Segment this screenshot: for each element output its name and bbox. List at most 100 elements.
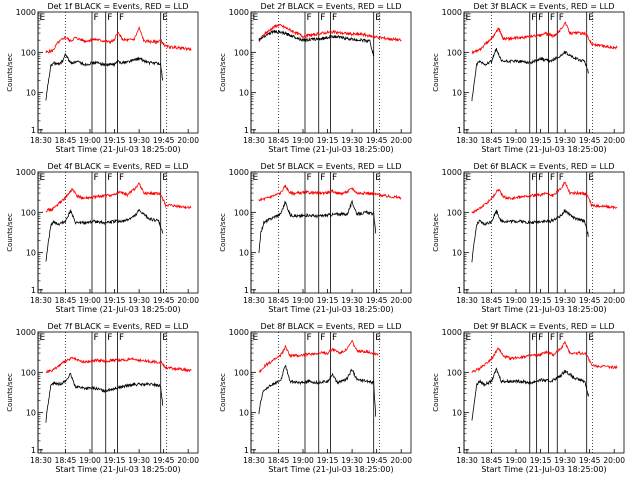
series-line-red	[45, 182, 192, 213]
y-axis-label: Counts/sec	[219, 373, 227, 412]
y-tick-label: 1000	[442, 168, 462, 177]
x-tick-label: 18:45	[268, 136, 290, 145]
x-tick-label: 20:00	[177, 456, 199, 465]
x-tick-label: 19:00	[79, 456, 101, 465]
y-tick-label: 1000	[442, 8, 462, 17]
x-tick-label: 18:30	[456, 456, 478, 465]
plot-frame	[250, 11, 412, 134]
interval-marker-label: F	[559, 173, 564, 183]
interval-marker-label: F	[559, 333, 564, 343]
x-tick-label: 20:00	[177, 136, 199, 145]
x-tick-label: 18:45	[55, 456, 77, 465]
y-axis-label: Counts/sec	[432, 213, 440, 252]
interval-marker-label: F	[332, 173, 337, 183]
series-line-black	[45, 208, 164, 262]
x-tick-label: 19:45	[579, 296, 601, 305]
y-tick-label: 10	[26, 409, 36, 418]
y-axis-label: Counts/sec	[432, 373, 440, 412]
interval-marker-label: F	[538, 333, 543, 343]
x-tick-label: 19:00	[292, 456, 314, 465]
interval-marker-label: F	[320, 173, 325, 183]
y-tick-label: 1	[244, 126, 249, 135]
chart-title: Det 4f BLACK = Events, RED = LLD	[47, 162, 188, 171]
x-tick-label: 18:45	[481, 296, 503, 305]
interval-marker-label: F	[119, 13, 124, 23]
x-tick-label: 18:45	[55, 296, 77, 305]
interval-marker-label: E	[466, 13, 472, 23]
interval-marker-label: F	[550, 333, 555, 343]
interval-marker-label: F	[538, 173, 543, 183]
plot-frame	[37, 171, 199, 294]
y-tick-label: 100	[447, 208, 462, 217]
x-tick-label: 19:00	[79, 136, 101, 145]
x-axis-label: Start Time (21-Jul-03 18:25:00)	[55, 145, 180, 154]
series-line-black	[471, 367, 590, 421]
x-tick-label: 19:15	[530, 296, 552, 305]
plot-frame	[250, 171, 412, 294]
chart-title: Det 7f BLACK = Events, RED = LLD	[47, 322, 188, 331]
x-tick-label: 18:45	[481, 456, 503, 465]
interval-marker-label: E	[162, 173, 168, 183]
x-tick-label: 19:00	[505, 296, 527, 305]
series-line-black	[258, 29, 375, 57]
x-tick-label: 19:15	[317, 296, 339, 305]
y-axis-label: Counts/sec	[219, 213, 227, 252]
interval-marker-label: F	[332, 13, 337, 23]
y-tick-label: 10	[239, 89, 249, 98]
x-axis-label: Start Time (21-Jul-03 18:25:00)	[268, 465, 393, 474]
x-tick-label: 19:00	[292, 136, 314, 145]
y-tick-label: 1000	[229, 8, 249, 17]
x-tick-label: 19:15	[530, 456, 552, 465]
interval-marker-label: F	[107, 13, 112, 23]
plot-frame	[37, 331, 199, 454]
chart-title: Det 6f BLACK = Events, RED = LLD	[473, 162, 614, 171]
chart-title: Det 9f BLACK = Events, RED = LLD	[473, 322, 614, 331]
interval-marker-label: F	[320, 333, 325, 343]
x-tick-label: 19:45	[366, 136, 388, 145]
y-tick-label: 10	[452, 89, 462, 98]
plot-frame	[463, 11, 625, 134]
y-tick-label: 10	[452, 249, 462, 258]
x-tick-label: 20:00	[177, 296, 199, 305]
interval-marker-label: F	[559, 13, 564, 23]
interval-marker-label: F	[531, 333, 536, 343]
y-tick-label: 10	[239, 249, 249, 258]
interval-marker-label: E	[162, 13, 168, 23]
y-tick-label: 1000	[16, 168, 36, 177]
interval-marker-label: F	[107, 333, 112, 343]
x-tick-label: 18:30	[456, 136, 478, 145]
y-tick-label: 1	[457, 446, 462, 455]
interval-marker-label: F	[531, 173, 536, 183]
interval-marker-label: F	[107, 173, 112, 183]
y-tick-label: 100	[21, 368, 36, 377]
x-tick-label: 19:30	[128, 136, 150, 145]
interval-marker-label: E	[162, 333, 168, 343]
y-tick-label: 1000	[16, 8, 36, 17]
x-tick-label: 20:00	[603, 456, 625, 465]
series-line-red	[258, 339, 379, 374]
x-tick-label: 18:30	[456, 296, 478, 305]
interval-marker-label: F	[119, 333, 124, 343]
x-tick-label: 20:00	[390, 296, 412, 305]
chart-title: Det 3f BLACK = Events, RED = LLD	[473, 2, 614, 11]
x-tick-label: 18:30	[243, 296, 265, 305]
interval-marker-label: F	[93, 173, 98, 183]
y-tick-label: 100	[21, 48, 36, 57]
x-axis-label: Start Time (21-Jul-03 18:25:00)	[268, 145, 393, 154]
chart-title: Det 5f BLACK = Events, RED = LLD	[260, 162, 401, 171]
x-tick-label: 19:00	[292, 296, 314, 305]
plot-frame	[463, 171, 625, 294]
series-line-red	[45, 25, 192, 54]
series-line-red	[45, 356, 192, 374]
interval-marker-label: F	[332, 333, 337, 343]
x-tick-label: 18:30	[30, 136, 52, 145]
x-tick-label: 19:15	[317, 136, 339, 145]
series-line-black	[471, 208, 589, 263]
y-tick-label: 100	[234, 368, 249, 377]
y-tick-label: 100	[234, 208, 249, 217]
interval-marker-label: E	[466, 173, 472, 183]
